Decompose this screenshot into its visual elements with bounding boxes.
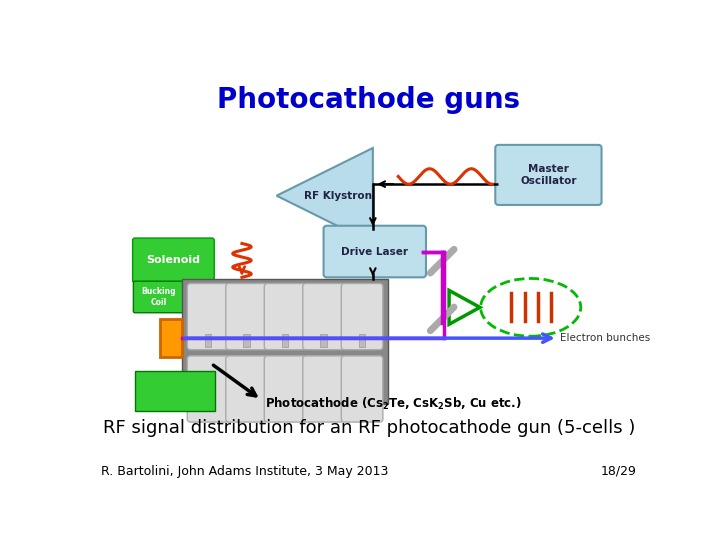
FancyBboxPatch shape <box>187 284 229 350</box>
FancyBboxPatch shape <box>132 238 215 283</box>
Text: Photocathode guns: Photocathode guns <box>217 86 521 114</box>
Bar <box>182 279 388 403</box>
FancyBboxPatch shape <box>341 284 383 350</box>
Text: R. Bartolini, John Adams Institute, 3 May 2013: R. Bartolini, John Adams Institute, 3 Ma… <box>101 465 388 478</box>
Text: Electron bunches: Electron bunches <box>560 333 650 343</box>
Text: Photocathode ($\mathregular{Cs_2}$Te, $\mathregular{CsK_2}$Sb, Cu etc.): Photocathode ($\mathregular{Cs_2}$Te, $\… <box>265 395 522 411</box>
FancyBboxPatch shape <box>341 356 383 422</box>
Text: Drive Laser: Drive Laser <box>341 247 408 256</box>
FancyBboxPatch shape <box>226 284 267 350</box>
FancyBboxPatch shape <box>187 356 229 422</box>
FancyBboxPatch shape <box>303 356 344 422</box>
Bar <box>205 334 211 347</box>
Text: Solenoid: Solenoid <box>146 255 200 265</box>
Bar <box>161 319 182 357</box>
Bar <box>282 334 288 347</box>
FancyBboxPatch shape <box>133 281 184 313</box>
Text: 18/29: 18/29 <box>601 465 637 478</box>
FancyBboxPatch shape <box>495 145 601 205</box>
Text: RF signal distribution for an RF photocathode gun (5-cells ): RF signal distribution for an RF photoca… <box>103 419 635 437</box>
Bar <box>135 372 215 411</box>
Text: RF Klystron: RF Klystron <box>304 191 372 201</box>
FancyBboxPatch shape <box>264 356 306 422</box>
Bar <box>320 334 327 347</box>
FancyBboxPatch shape <box>264 284 306 350</box>
Bar <box>359 334 365 347</box>
Text: Master
Oscillator: Master Oscillator <box>520 164 577 186</box>
FancyBboxPatch shape <box>226 356 267 422</box>
Bar <box>243 334 250 347</box>
Polygon shape <box>276 148 373 244</box>
FancyBboxPatch shape <box>303 284 344 350</box>
Text: Bucking
Coil: Bucking Coil <box>141 287 176 307</box>
FancyBboxPatch shape <box>323 226 426 278</box>
